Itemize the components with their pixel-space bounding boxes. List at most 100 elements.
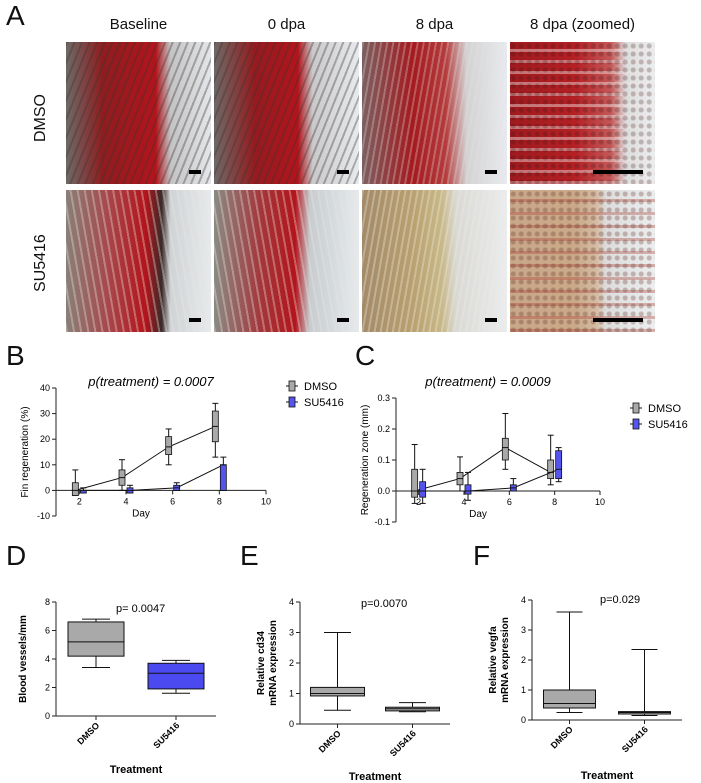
x-tick-label: DMSO	[317, 728, 343, 754]
x-tick-label: SU5416	[388, 728, 418, 758]
y-tick-label: -0.1	[374, 517, 390, 527]
box-su5416	[464, 484, 472, 495]
y-tick-label: 0	[521, 715, 526, 725]
x-tick-label: 2	[77, 496, 82, 506]
scale-bar	[189, 318, 201, 322]
box-dmso	[67, 621, 125, 657]
scale-bar	[593, 170, 643, 174]
column-title-baseline: Baseline	[109, 16, 168, 33]
panel-b-letter: B	[6, 340, 25, 371]
x-tick-label: 4	[123, 496, 128, 506]
fin-photo-dmso-8dpa	[362, 42, 507, 184]
y-axis-label: Regeneration zone (mm)	[360, 405, 371, 516]
box-dmso	[165, 436, 173, 455]
fin-photo-dmso-baseline	[66, 42, 211, 184]
y-tick-label: 6	[45, 626, 50, 636]
legend-label-dmso: DMSO	[304, 381, 337, 393]
y-axis-label: mRNA expression	[268, 620, 279, 706]
box-dmso	[547, 459, 555, 480]
y-tick-label: 30	[40, 409, 50, 419]
x-tick-label: DMSO	[75, 720, 101, 746]
scale-bar	[337, 170, 349, 174]
box-su5416	[147, 662, 205, 690]
y-tick-label: 2	[521, 655, 526, 665]
y-tick-label: 0	[289, 719, 294, 729]
series-line-su5416	[83, 464, 224, 491]
series-line-dmso	[75, 425, 216, 491]
y-tick-label: 4	[521, 595, 526, 605]
legend-swatch-dmso	[288, 380, 296, 392]
legend-swatch-su5416	[288, 396, 296, 408]
legend-swatch-su5416	[632, 418, 640, 430]
fin-photo-dmso-0dpa	[214, 42, 359, 184]
box-su5416	[555, 450, 563, 479]
box-dmso	[543, 689, 596, 709]
box-dmso	[310, 686, 365, 697]
y-tick-label: 2	[289, 658, 294, 668]
scale-bar	[337, 318, 349, 322]
fin-photo-su5416-8dpa	[362, 190, 507, 332]
x-axis-label: Day	[132, 508, 150, 519]
y-tick-label: 3	[521, 625, 526, 635]
y-tick-label: 0.3	[377, 393, 390, 403]
x-axis-label: Treatment	[581, 770, 634, 782]
x-tick-label: SU5416	[151, 720, 181, 750]
x-tick-label: 8	[552, 497, 557, 507]
chart-annotation: p=0.029	[600, 594, 640, 606]
y-axis-label: Relative cd34	[256, 631, 267, 695]
x-axis-label: Day	[469, 509, 487, 520]
panel-f-letter: F	[473, 540, 491, 571]
y-axis-label: mRNA expression	[500, 617, 511, 703]
y-tick-label: -10	[37, 511, 50, 521]
chart-annotation: p(treatment) = 0.0007	[87, 374, 214, 389]
chart-b: p(treatment) = 0.0007 -10 0 10 20 30 40 2 4 6 8 10 D…	[20, 374, 344, 521]
legend-swatch-dmso	[632, 402, 640, 414]
row-label-dmso: DMSO	[32, 94, 49, 142]
y-tick-label: 8	[45, 597, 50, 607]
column-title-0dpa: 0 dpa	[267, 16, 306, 33]
x-axis-label: Treatment	[110, 764, 163, 776]
fin-photo-su5416-8dpa-zoomed	[510, 190, 655, 332]
box-dmso	[71, 482, 79, 496]
y-axis-label: Relative vegfa	[488, 626, 499, 694]
scale-bar	[593, 318, 643, 322]
y-tick-label: 0	[45, 485, 50, 495]
x-tick-label: 6	[507, 497, 512, 507]
panel-d-letter: D	[6, 540, 27, 571]
legend-label-su5416: SU5416	[648, 419, 688, 431]
fin-photo-su5416-0dpa	[214, 190, 359, 332]
fin-photo-su5416-baseline	[66, 190, 211, 332]
x-tick-label: 4	[461, 497, 466, 507]
y-tick-label: 4	[289, 597, 294, 607]
y-tick-label: 1	[289, 689, 294, 699]
y-tick-label: 0.0	[377, 486, 390, 496]
fin-photo-dmso-8dpa-zoomed	[510, 42, 655, 184]
chart-annotation: p=0.0070	[361, 598, 407, 610]
legend-label-dmso: DMSO	[648, 403, 681, 415]
box-su5416	[419, 481, 427, 498]
y-axis-label: Blood vessels/mm	[18, 615, 29, 703]
x-tick-label: 10	[595, 497, 605, 507]
panel-e-letter: E	[240, 540, 259, 571]
column-title-8dpa-zoomed: 8 dpa (zoomed)	[529, 16, 636, 33]
x-tick-label: SU5416	[620, 724, 650, 754]
y-tick-label: 20	[40, 434, 50, 444]
panel-c-letter: C	[355, 340, 376, 371]
y-tick-label: 0.1	[377, 455, 390, 465]
x-tick-label: 8	[217, 496, 222, 506]
y-tick-label: 0.2	[377, 424, 390, 434]
chart-annotation: p(treatment) = 0.0009	[424, 374, 550, 389]
scale-bar	[485, 170, 497, 174]
box-dmso	[501, 437, 509, 461]
y-tick-label: 3	[289, 628, 294, 638]
series-line-su5416	[422, 468, 559, 492]
chart-d: 0 2 4 6 8 p= 0.0047 Blood vessels/mm DMSO SU5416…	[18, 597, 216, 776]
scale-bar	[485, 318, 497, 322]
y-tick-label: 1	[521, 685, 526, 695]
box-su5416	[219, 464, 227, 491]
chart-annotation: p= 0.0047	[116, 603, 165, 615]
x-tick-label: 2	[416, 497, 421, 507]
panel-a-letter: A	[6, 0, 25, 31]
y-tick-label: 10	[40, 460, 50, 470]
y-tick-label: 2	[45, 683, 50, 693]
